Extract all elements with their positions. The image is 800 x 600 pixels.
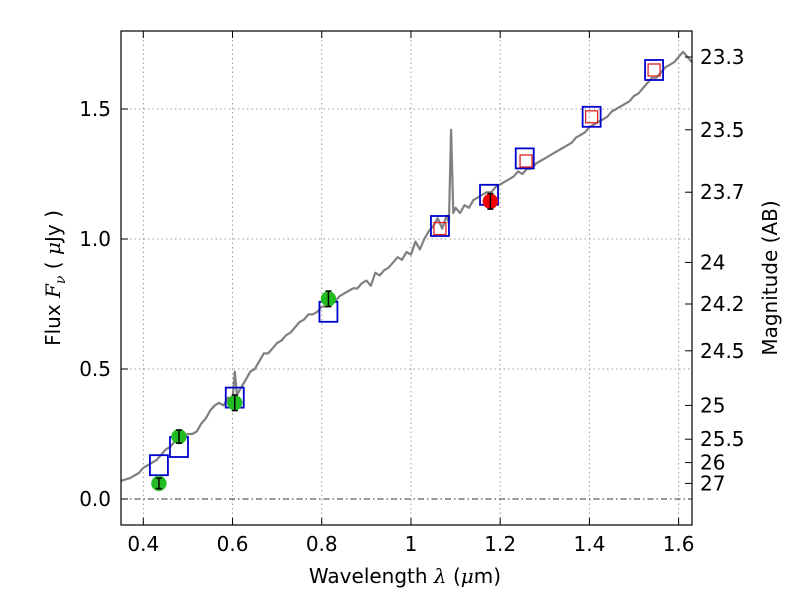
model-box-marker (149, 454, 169, 477)
magnitude-tick-label: 25.5 (700, 427, 745, 451)
y-tick-label: 0.0 (79, 487, 111, 511)
x-tick-label: 1.4 (573, 532, 605, 556)
markers-layer (149, 59, 664, 492)
magnitude-tick-label: 24.5 (700, 339, 745, 363)
y-tick-label: 0.5 (79, 357, 111, 381)
x-axis-label: Wavelength λ (μm) (309, 564, 501, 588)
y-axis-label: Flux Fν ( μJy ) (41, 210, 69, 346)
y-tick-label: 1.5 (79, 97, 111, 121)
ticks-layer: 0.4 0.6 0.8 1 1.2 1.4 1.6 0.0 0.5 1.0 1.5 23.3 23.5 2… (79, 31, 745, 556)
x-tick-label: 0.4 (127, 532, 159, 556)
y-tick-label: 1.0 (79, 227, 111, 251)
magnitude-tick-label: 23.5 (700, 118, 745, 142)
plot-frame (120, 30, 693, 526)
x-tick-label: 1.6 (663, 532, 695, 556)
x-tick-label: 0.8 (306, 532, 338, 556)
magnitude-tick-label: 24 (700, 250, 725, 274)
magnitude-tick-label: 25 (700, 393, 725, 417)
magnitude-axis-label: Magnitude (AB) (758, 200, 782, 355)
magnitude-tick-label: 23.3 (700, 45, 745, 69)
magnitude-tick-label: 23.7 (700, 180, 745, 204)
x-tick-label: 0.6 (217, 532, 249, 556)
x-tick-label: 1 (405, 532, 418, 556)
model-box-marker (644, 59, 664, 81)
model-box-marker (430, 215, 450, 237)
magnitude-tick-label: 24.2 (700, 292, 745, 316)
open-square-marker (519, 154, 533, 168)
magnitude-tick-label: 26 (700, 451, 725, 475)
open-square-marker (584, 110, 599, 124)
magnitude-tick-label: 27 (700, 471, 725, 495)
x-tick-label: 1.2 (484, 532, 516, 556)
model-box-marker (581, 105, 602, 128)
model-box-marker (514, 147, 535, 170)
open-square-marker (647, 63, 661, 77)
open-square-marker (433, 221, 447, 236)
